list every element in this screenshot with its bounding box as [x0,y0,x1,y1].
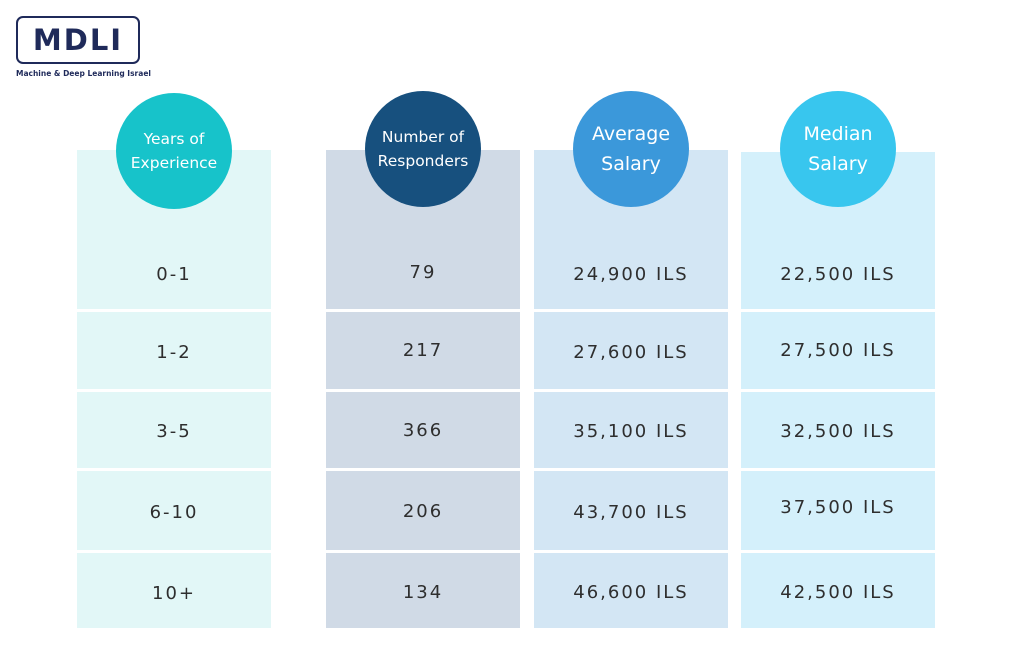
table-cell-years: 1-2 [156,341,192,363]
header-label-line1: Years of [143,130,205,148]
header-label-line2: Salary [808,153,868,175]
row-divider [77,468,271,471]
row-divider [741,309,935,312]
table-cell-responders: 217 [402,339,444,361]
table-cell-average-salary: 46,600 ILS [573,581,689,603]
header-label-line2: Salary [601,153,661,175]
table-cell-years: 10+ [152,582,196,604]
table-cell-average-salary: 24,900 ILS [573,263,689,285]
column-years-of-experience: 0-1 1-2 3-5 6-10 10+ Years of Experience [77,0,271,651]
row-divider [534,309,728,312]
row-divider [326,389,520,392]
mdli-logo: MDLI [16,16,140,64]
header-circle-average-salary: Average Salary [573,91,689,207]
table-cell-years: 3-5 [156,420,192,442]
row-divider [534,550,728,553]
table-cell-average-salary: 27,600 ILS [573,341,689,363]
row-divider [326,309,520,312]
row-divider [534,389,728,392]
column-median-salary: 22,500 ILS 27,500 ILS 32,500 ILS 37,500 … [741,0,935,651]
table-cell-responders: 79 [409,261,437,283]
header-circle-median-salary: Median Salary [780,91,896,207]
row-divider [741,389,935,392]
table-cell-years: 6-10 [149,501,199,523]
header-label-line2: Experience [130,154,218,172]
table-cell-average-salary: 43,700 ILS [573,501,689,523]
table-cell-median-salary: 37,500 ILS [780,496,896,518]
table-cell-median-salary: 22,500 ILS [780,263,896,285]
table-cell-responders: 366 [402,419,444,441]
header-circle-number-of-responders: Number of Responders [365,91,481,207]
row-divider [326,550,520,553]
header-label-line1: Number of [381,128,465,146]
table-cell-median-salary: 32,500 ILS [780,420,896,442]
table-cell-median-salary: 42,500 ILS [780,581,896,603]
header-label-line1: Average [591,123,671,145]
row-divider [326,468,520,471]
row-divider [741,468,935,471]
column-average-salary: 24,900 ILS 27,600 ILS 35,100 ILS 43,700 … [534,0,728,651]
table-cell-average-salary: 35,100 ILS [573,420,689,442]
table-cell-responders: 206 [402,500,444,522]
row-divider [741,550,935,553]
column-number-of-responders: 79 217 366 206 134 Number of Responders [326,0,520,651]
logo-text: MDLI [32,23,124,57]
row-divider [534,468,728,471]
table-cell-median-salary: 27,500 ILS [780,339,896,361]
row-divider [77,550,271,553]
table-cell-years: 0-1 [156,263,192,285]
row-divider [77,309,271,312]
header-label-line1: Median [803,123,873,145]
header-label-line2: Responders [377,152,469,170]
logo-subtitle: Machine & Deep Learning Israel [16,69,151,78]
header-circle-years-of-experience: Years of Experience [116,93,232,209]
row-divider [77,389,271,392]
table-cell-responders: 134 [402,581,444,603]
